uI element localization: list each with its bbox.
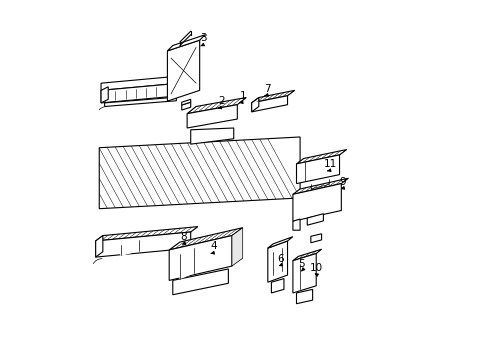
- Polygon shape: [296, 149, 346, 164]
- Text: 6: 6: [277, 254, 283, 264]
- Text: 2: 2: [218, 96, 224, 106]
- Polygon shape: [267, 237, 292, 248]
- Text: 8: 8: [180, 232, 186, 242]
- Polygon shape: [101, 83, 180, 103]
- Polygon shape: [271, 279, 284, 293]
- Polygon shape: [96, 232, 190, 257]
- Polygon shape: [231, 228, 242, 266]
- Text: 5: 5: [298, 259, 305, 269]
- Polygon shape: [169, 235, 231, 280]
- Polygon shape: [121, 244, 139, 255]
- Polygon shape: [292, 178, 348, 194]
- Polygon shape: [296, 289, 312, 304]
- Polygon shape: [180, 260, 194, 279]
- Polygon shape: [167, 40, 199, 101]
- Polygon shape: [187, 98, 246, 114]
- Polygon shape: [306, 214, 323, 225]
- Polygon shape: [296, 155, 339, 184]
- Polygon shape: [96, 235, 102, 257]
- Polygon shape: [99, 137, 300, 209]
- Polygon shape: [169, 228, 242, 250]
- Polygon shape: [190, 128, 233, 144]
- Text: 3: 3: [200, 33, 206, 43]
- Polygon shape: [251, 96, 287, 112]
- Polygon shape: [292, 249, 321, 261]
- Polygon shape: [267, 241, 287, 282]
- Polygon shape: [96, 226, 198, 241]
- Text: 10: 10: [309, 263, 322, 273]
- Polygon shape: [104, 97, 176, 107]
- Polygon shape: [251, 90, 294, 103]
- Polygon shape: [310, 234, 321, 243]
- Polygon shape: [182, 102, 190, 110]
- Polygon shape: [292, 184, 341, 221]
- Polygon shape: [187, 105, 237, 128]
- Text: 7: 7: [264, 84, 270, 94]
- Text: 11: 11: [323, 159, 337, 169]
- Polygon shape: [101, 76, 180, 90]
- Polygon shape: [182, 99, 190, 105]
- Polygon shape: [292, 253, 316, 293]
- Polygon shape: [101, 87, 108, 103]
- Text: 9: 9: [339, 177, 346, 187]
- Polygon shape: [167, 35, 204, 51]
- Polygon shape: [292, 219, 300, 230]
- Text: 4: 4: [210, 241, 217, 251]
- Text: 1: 1: [239, 91, 245, 101]
- Polygon shape: [251, 98, 258, 112]
- Polygon shape: [172, 269, 228, 295]
